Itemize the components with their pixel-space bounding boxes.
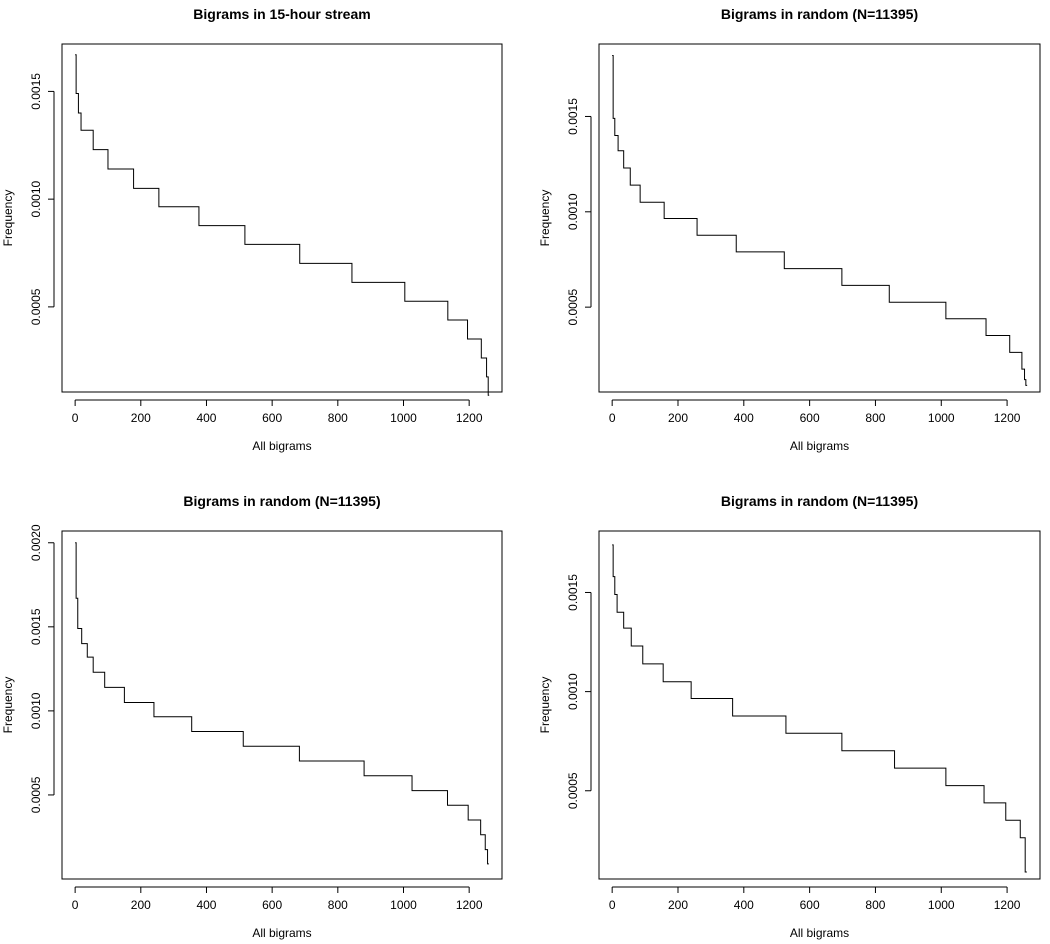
plot-frame — [598, 43, 1041, 393]
y-tick-label: 0.0005 — [29, 288, 43, 325]
x-tick-label: 400 — [734, 411, 754, 425]
y-tick-label: 0.0010 — [566, 193, 580, 230]
x-tick-label: 600 — [800, 411, 820, 425]
x-tick-label: 200 — [131, 898, 151, 912]
chart-title: Bigrams in random (N=11395) — [721, 6, 918, 22]
plot-frame — [598, 530, 1041, 880]
chart-panel-1: Bigrams in 15-hour stream 0 200 400 600 800 10… — [1, 6, 503, 453]
x-tick-label: 0 — [609, 898, 616, 912]
x-tick-label: 400 — [734, 898, 754, 912]
x-tick-label: 0 — [72, 411, 79, 425]
y-tick-label: 0.0010 — [29, 692, 43, 729]
chart-panel-4: Bigrams in random (N=11395) 0 200 400 600 800… — [538, 493, 1041, 940]
x-tick-label: 400 — [196, 411, 216, 425]
x-axis-label: All bigrams — [252, 926, 311, 940]
frequency-step-line — [612, 544, 1027, 873]
y-tick-label: 0.0005 — [566, 288, 580, 325]
x-tick-label: 1000 — [390, 411, 417, 425]
frequency-step-line — [75, 542, 489, 865]
x-tick-label: 0 — [609, 411, 616, 425]
x-tick-label: 800 — [328, 411, 348, 425]
chart-title: Bigrams in random (N=11395) — [183, 493, 380, 509]
y-axis-label: Frequency — [538, 677, 552, 734]
plot-frame — [61, 530, 503, 880]
y-tick-label: 0.0015 — [29, 608, 43, 645]
y-tick-label: 0.0010 — [566, 673, 580, 710]
x-tick-label: 600 — [262, 411, 282, 425]
y-tick-label: 0.0010 — [29, 180, 43, 217]
frequency-step-line — [75, 54, 490, 396]
y-tick-label: 0.0015 — [29, 73, 43, 110]
x-tick-label: 600 — [262, 898, 282, 912]
x-tick-label: 200 — [668, 411, 688, 425]
x-axis-label: All bigrams — [252, 439, 311, 453]
y-tick-label: 0.0020 — [29, 524, 43, 561]
x-axis-label: All bigrams — [790, 439, 849, 453]
x-tick-label: 800 — [865, 411, 885, 425]
x-tick-label: 600 — [800, 898, 820, 912]
x-tick-label: 0 — [72, 898, 79, 912]
x-tick-label: 1200 — [456, 898, 483, 912]
chart-panel-2: Bigrams in random (N=11395) 0 200 400 600 800… — [538, 6, 1041, 453]
x-tick-label: 1000 — [928, 411, 955, 425]
x-tick-label: 200 — [668, 898, 688, 912]
x-tick-label: 1000 — [390, 898, 417, 912]
frequency-step-line — [612, 54, 1028, 386]
y-axis-label: Frequency — [538, 190, 552, 247]
y-tick-label: 0.0015 — [566, 574, 580, 611]
x-tick-label: 800 — [328, 898, 348, 912]
chart-title: Bigrams in random (N=11395) — [721, 493, 918, 509]
y-tick-label: 0.0005 — [566, 772, 580, 809]
x-tick-label: 200 — [131, 411, 151, 425]
x-tick-label: 1200 — [994, 411, 1021, 425]
x-tick-label: 1200 — [456, 411, 483, 425]
x-tick-label: 400 — [196, 898, 216, 912]
y-axis-label: Frequency — [1, 190, 15, 247]
chart-panel-3: Bigrams in random (N=11395) 0 200 400 600 800… — [1, 493, 503, 940]
y-tick-label: 0.0015 — [566, 98, 580, 135]
plot-frame — [61, 43, 503, 393]
y-tick-label: 0.0005 — [29, 776, 43, 813]
x-axis-label: All bigrams — [790, 926, 849, 940]
chart-title: Bigrams in 15-hour stream — [193, 6, 370, 22]
y-axis-label: Frequency — [1, 677, 15, 734]
x-tick-label: 1000 — [928, 898, 955, 912]
x-tick-label: 1200 — [994, 898, 1021, 912]
x-tick-label: 800 — [865, 898, 885, 912]
